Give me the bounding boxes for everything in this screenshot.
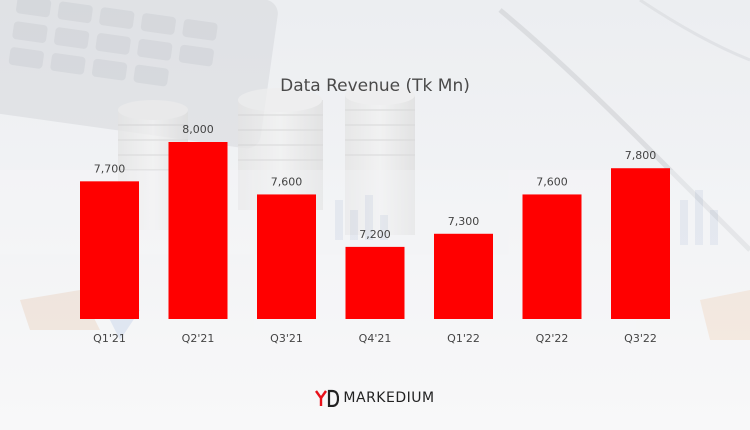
- bar-value-label: 7,700: [94, 162, 126, 175]
- bar-Q1'21: [80, 181, 139, 319]
- bar-value-label: 7,300: [448, 215, 480, 228]
- x-tick-label: Q1'21: [93, 332, 126, 345]
- bar-value-label: 7,200: [359, 228, 391, 241]
- bar-Q4'21: [345, 246, 405, 319]
- bar-value-label: 7,600: [536, 175, 568, 188]
- x-tick-label: Q3'21: [270, 332, 303, 345]
- markedium-logo-icon: [315, 389, 340, 407]
- brand-logo: MARKEDIUM: [0, 389, 750, 407]
- bar-Q3'22: [611, 168, 670, 319]
- bar-value-label: 7,800: [625, 149, 657, 162]
- glasses-icon: [498, 8, 750, 252]
- bar-value-label: 7,600: [271, 175, 303, 188]
- bar-Q2'22: [522, 194, 582, 319]
- bar-value-label: 8,000: [182, 123, 214, 136]
- x-tick-label: Q3'22: [624, 332, 657, 345]
- bar-Q3'21: [257, 194, 316, 319]
- chart-title: Data Revenue (Tk Mn): [280, 76, 470, 96]
- x-tick-label: Q4'21: [359, 332, 392, 345]
- bar-Q1'22: [434, 233, 493, 319]
- x-tick-label: Q1'22: [447, 332, 480, 345]
- bar-Q2'21: [168, 142, 228, 319]
- x-tick-label: Q2'22: [536, 332, 569, 345]
- x-tick-label: Q2'21: [182, 332, 215, 345]
- brand-name: MARKEDIUM: [343, 390, 435, 406]
- calculator-icon: [0, 0, 278, 149]
